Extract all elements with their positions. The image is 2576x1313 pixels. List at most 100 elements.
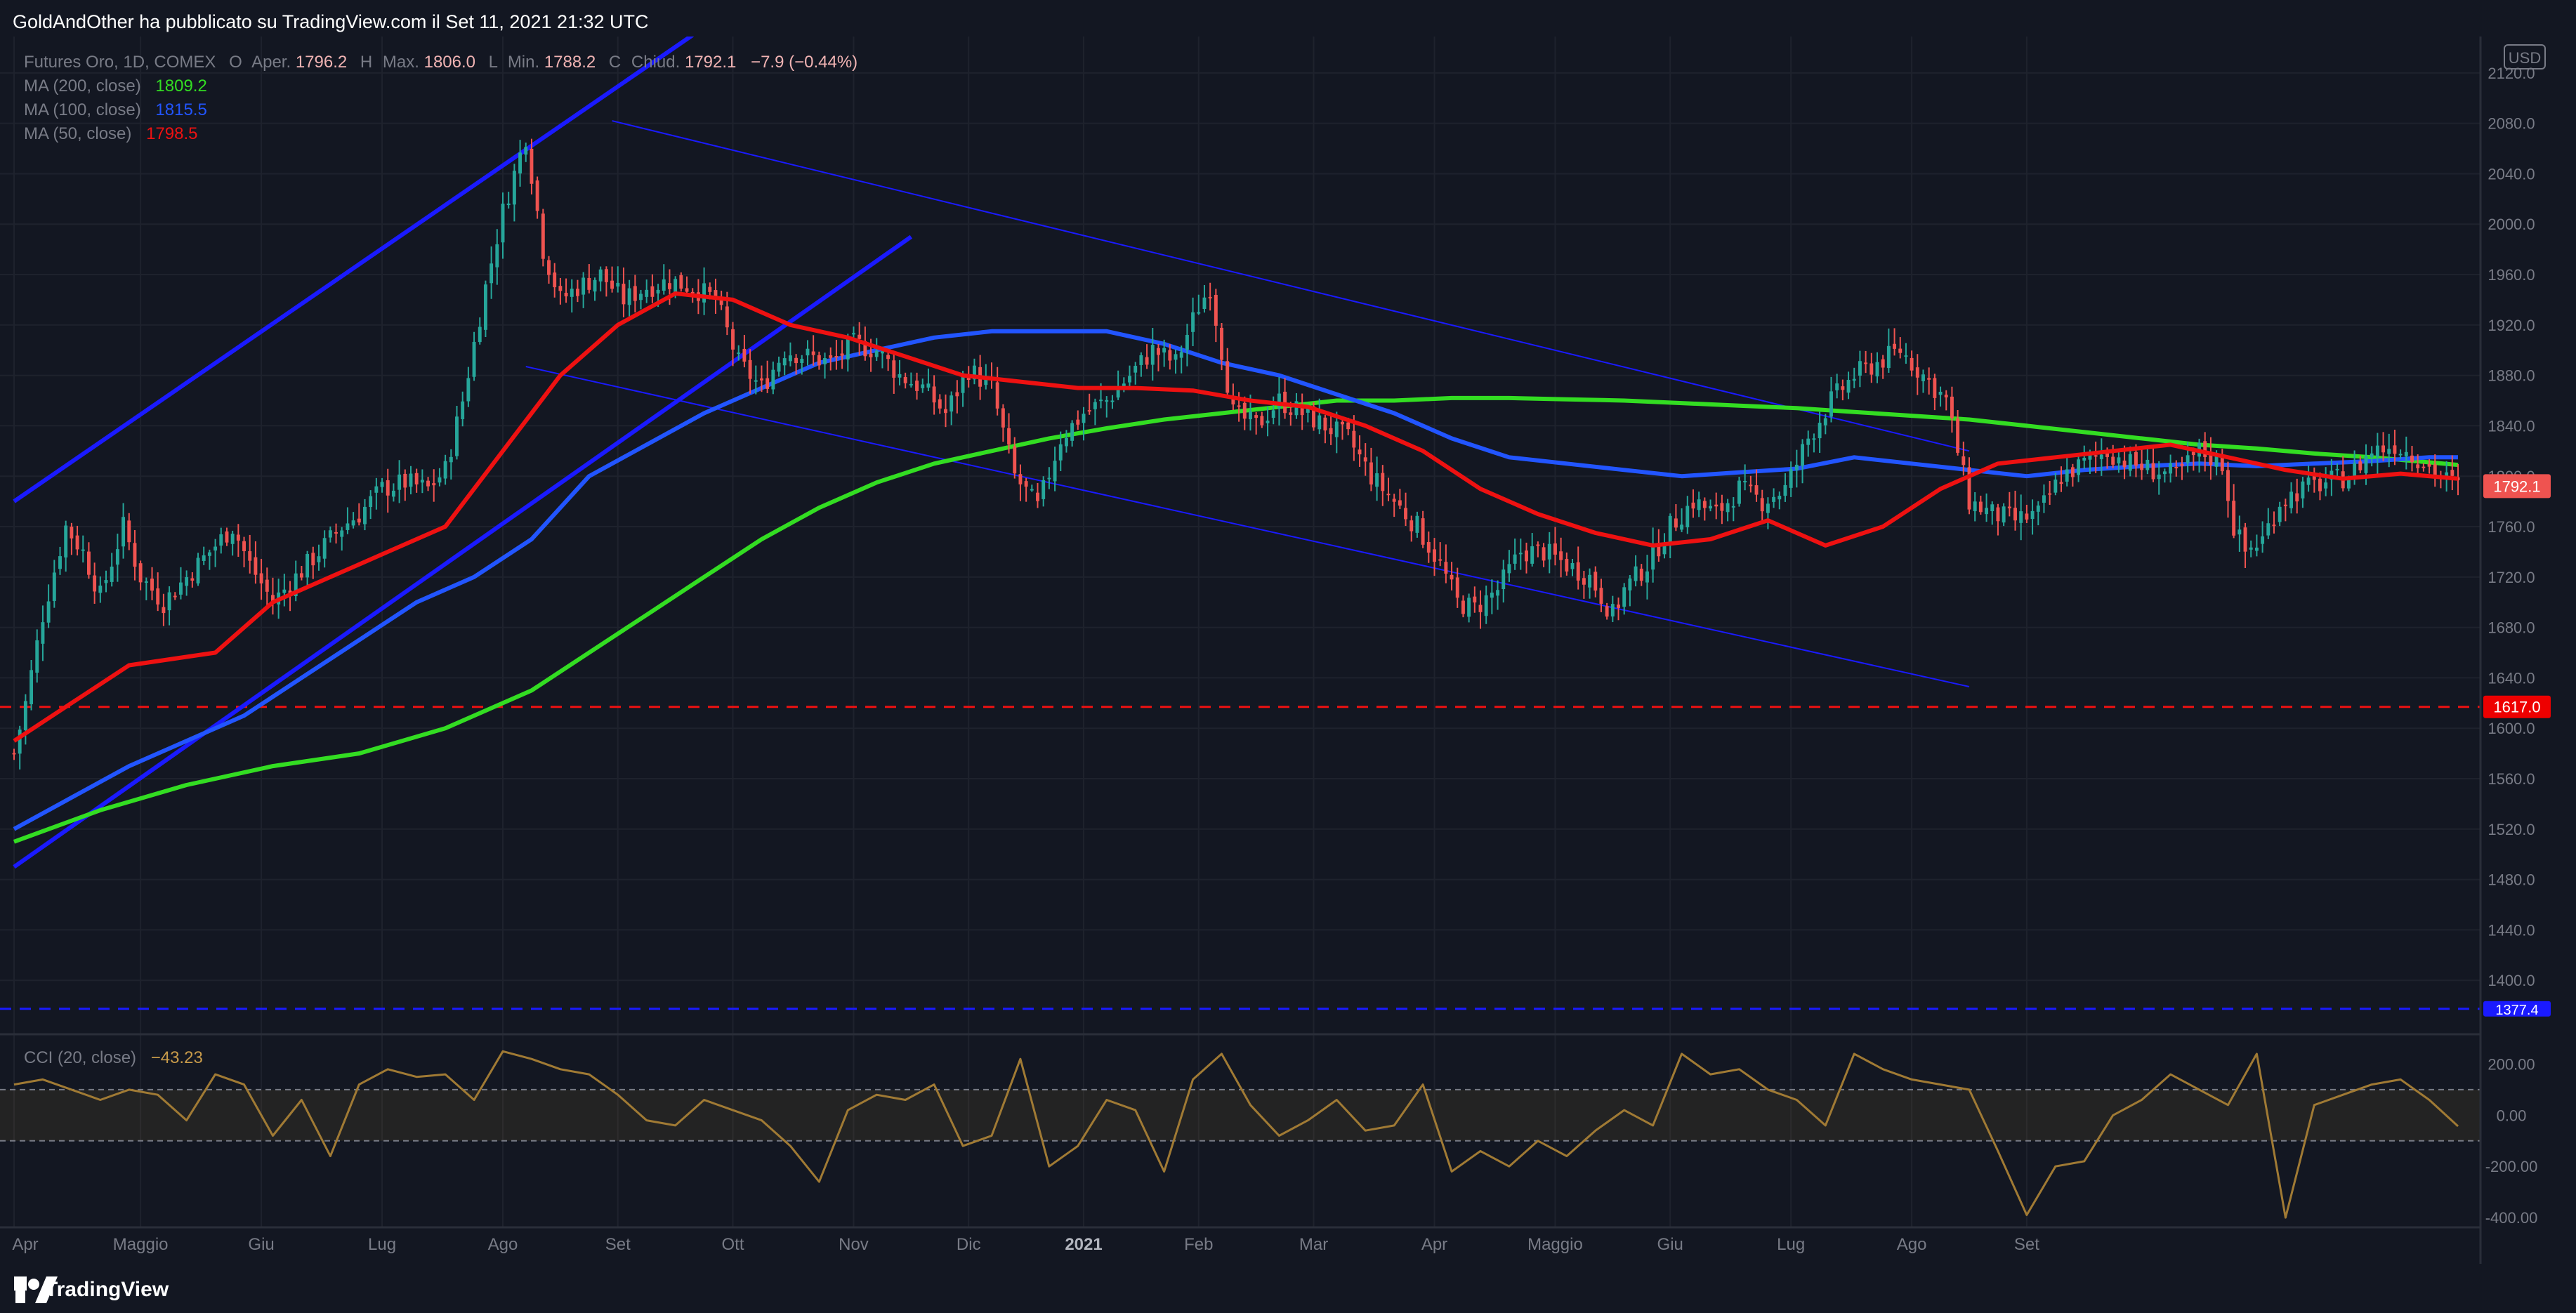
time-axis-ticks[interactable]: Apr Maggio Giu Lug Ago Set Ott Nov Dic 2021 Feb Mar… — [12, 1235, 2039, 1254]
candle-body — [1249, 411, 1252, 420]
candle-body — [1444, 562, 1448, 574]
time-tick-label: Lug — [368, 1235, 396, 1254]
candle-body — [1294, 401, 1299, 416]
candle-body — [2088, 454, 2092, 460]
candle-body — [541, 213, 545, 259]
candle-body — [1726, 503, 1730, 513]
candle-body — [2272, 524, 2276, 527]
candle-body — [305, 554, 310, 578]
trendline[interactable] — [525, 366, 1970, 687]
candle-body — [1093, 402, 1097, 409]
open-value: 1796.2 — [296, 53, 347, 72]
candle-body — [921, 384, 925, 388]
time-tick-label: Maggio — [113, 1235, 169, 1254]
candle-body — [2278, 506, 2282, 522]
price-tick-label: 2000.0 — [2488, 216, 2535, 233]
candle-body — [1731, 506, 1735, 508]
candle-body — [1323, 417, 1327, 431]
header-bar — [0, 0, 2576, 37]
candle-body — [1058, 444, 1063, 461]
candle-body — [1070, 423, 1075, 441]
candle-body — [1766, 503, 1770, 513]
candle-body — [483, 284, 487, 330]
candle-body — [2048, 493, 2052, 495]
time-tick-label: Ott — [722, 1235, 744, 1254]
time-tick-label: Set — [605, 1235, 631, 1254]
candle-body — [955, 392, 959, 397]
candle-body — [271, 595, 275, 604]
candle-body — [1950, 396, 1954, 418]
candle-body — [714, 290, 718, 300]
candle-body — [133, 543, 137, 567]
candle-body — [93, 575, 97, 592]
candle-body — [1858, 361, 1862, 376]
cci-axis-ticks[interactable]: 200.00 0.00 -200.00 -400.00 — [2485, 1056, 2538, 1227]
candle-body — [2381, 445, 2386, 453]
candle-body — [748, 359, 752, 379]
candle-body — [282, 589, 287, 593]
candle-body — [1352, 430, 1356, 448]
cci-tick-label: 200.00 — [2488, 1056, 2535, 1074]
candle-body — [2059, 482, 2063, 484]
time-tick-label: Nov — [839, 1235, 869, 1254]
candle-body — [254, 557, 258, 575]
trendline[interactable] — [13, 33, 694, 503]
candle-body — [1743, 480, 1747, 482]
candle-body — [2445, 472, 2449, 477]
trendline[interactable] — [13, 235, 913, 869]
candle-body — [1617, 605, 1620, 608]
candle-body — [765, 378, 770, 389]
candle-body — [2180, 463, 2184, 466]
candle-body — [2301, 481, 2305, 499]
candle-body — [426, 480, 431, 487]
trendline[interactable] — [612, 120, 1970, 452]
candle-body — [207, 552, 211, 556]
candle-body — [1518, 553, 1523, 555]
candle-body — [219, 534, 223, 546]
candle-body — [2318, 478, 2322, 491]
candle-body — [1622, 587, 1627, 607]
candle-body — [1053, 461, 1057, 482]
candle-body — [369, 496, 373, 507]
cci-line — [13, 1050, 2459, 1219]
candle-body — [1737, 480, 1741, 504]
candle-body — [1271, 410, 1275, 418]
candle-body — [1496, 590, 1500, 596]
tradingview-brand-text[interactable]: TradingView — [45, 1278, 169, 1301]
candle-body — [1783, 484, 1787, 496]
candle-body — [1231, 396, 1235, 405]
candle-body — [1242, 402, 1247, 419]
candle-body — [656, 289, 660, 293]
currency-badge[interactable] — [2504, 44, 2546, 70]
candle-body — [2237, 529, 2242, 535]
candle-body — [1593, 572, 1598, 591]
candle-body — [299, 573, 303, 578]
candle-body — [162, 607, 166, 614]
candle-body — [668, 283, 671, 289]
candle-body — [2030, 510, 2035, 520]
candle-body — [1438, 559, 1443, 561]
candle-body — [1645, 571, 1649, 583]
tradingview-logo-icon[interactable] — [14, 1276, 58, 1303]
candle-body — [1697, 499, 1701, 510]
candle-body — [639, 293, 643, 301]
candle-body — [1317, 415, 1322, 430]
price-axis-ticks[interactable]: 2120.0 2080.0 2040.0 2000.0 1960.0 1920.0 1880… — [2488, 65, 2535, 989]
candle-body — [874, 350, 879, 357]
candle-body — [1559, 551, 1563, 560]
candle-body — [794, 357, 799, 364]
candle-body — [1208, 296, 1212, 298]
change-value: −7.9 (−0.44%) — [751, 53, 857, 72]
candle-body — [196, 557, 200, 583]
candle-body — [685, 288, 689, 292]
candle-body — [1220, 327, 1223, 360]
candle-body — [1415, 515, 1419, 533]
candle-body — [438, 477, 442, 483]
candle-body — [2203, 441, 2207, 458]
candle-body — [461, 401, 465, 419]
ma50-line — [13, 291, 2459, 743]
candle-body — [1714, 504, 1719, 507]
candle-body — [351, 520, 355, 526]
